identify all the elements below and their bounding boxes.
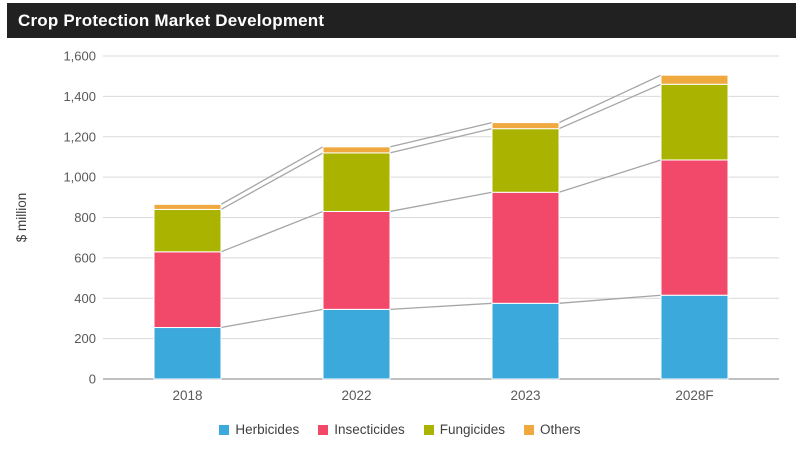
- y-tick-label: 1,400: [63, 89, 96, 104]
- legend-swatch-icon: [318, 424, 329, 435]
- legend-label: Herbicides: [235, 422, 300, 437]
- bar-segment-herbicides-2022: [322, 308, 391, 380]
- y-tick-label: 800: [74, 210, 96, 225]
- series-line-herbicides: [558, 294, 662, 304]
- y-axis-title: $ million: [14, 193, 29, 243]
- legend-item-others: Others: [524, 422, 581, 437]
- bar-segment-others-2018: [153, 203, 222, 210]
- series-line-others: [220, 146, 324, 205]
- series-line-insecticides: [220, 210, 324, 253]
- bar-segment-others-2023: [491, 122, 560, 130]
- x-category-label: 2028F: [675, 388, 713, 403]
- legend-label: Others: [540, 422, 581, 437]
- legend-label: Fungicides: [439, 422, 506, 437]
- chart-legend: Herbicides Insecticides Fungicides Others: [0, 422, 800, 437]
- bar-segment-fungicides-2022: [322, 152, 391, 212]
- series-line-insecticides: [558, 159, 662, 193]
- legend-label: Insecticides: [334, 422, 405, 437]
- bar-segment-fungicides-2028F: [660, 83, 729, 161]
- legend-swatch-icon: [423, 424, 434, 435]
- x-category-label: 2018: [172, 388, 202, 403]
- bar-segment-insecticides-2018: [153, 251, 222, 329]
- x-category-label: 2023: [510, 388, 540, 403]
- bar-segment-herbicides-2023: [491, 302, 560, 380]
- series-line-fungicides: [220, 152, 324, 210]
- legend-swatch-icon: [524, 424, 535, 435]
- chart-title-bar: Crop Protection Market Development: [7, 3, 796, 38]
- series-line-fungicides: [389, 128, 493, 154]
- y-tick-label: 1,200: [63, 129, 96, 144]
- stacked-bar-chart: 0 200 400 600 800 1,000 1,200 1,400 1,600 $ milli…: [14, 49, 779, 403]
- y-tick-label: 600: [74, 250, 96, 265]
- bar-segment-insecticides-2022: [322, 210, 391, 310]
- y-tick-label: 200: [74, 331, 96, 346]
- bar-segment-insecticides-2028F: [660, 159, 729, 296]
- y-tick-label: 0: [89, 372, 96, 387]
- bar-segment-others-2022: [322, 146, 391, 154]
- bar-segment-herbicides-2018: [153, 327, 222, 380]
- series-line-herbicides: [389, 302, 493, 311]
- bar-segment-others-2028F: [660, 74, 729, 85]
- legend-swatch-icon: [219, 424, 230, 435]
- bar-segment-insecticides-2023: [491, 191, 560, 304]
- series-line-others: [558, 74, 662, 124]
- bar-segment-herbicides-2028F: [660, 294, 729, 380]
- series-line-herbicides: [220, 308, 324, 329]
- y-tick-label: 1,600: [63, 49, 96, 64]
- bar-segment-fungicides-2018: [153, 208, 222, 253]
- x-category-label: 2022: [341, 388, 371, 403]
- series-line-insecticides: [389, 191, 493, 213]
- y-tick-label: 1,000: [63, 170, 96, 185]
- legend-item-fungicides: Fungicides: [423, 422, 506, 437]
- legend-item-herbicides: Herbicides: [219, 422, 299, 437]
- bar-segment-fungicides-2023: [491, 128, 560, 193]
- legend-item-insecticides: Insecticides: [318, 422, 405, 437]
- y-tick-label: 400: [74, 291, 96, 306]
- chart-title: Crop Protection Market Development: [18, 10, 325, 30]
- series-line-others: [389, 121, 493, 148]
- series-line-fungicides: [558, 83, 662, 130]
